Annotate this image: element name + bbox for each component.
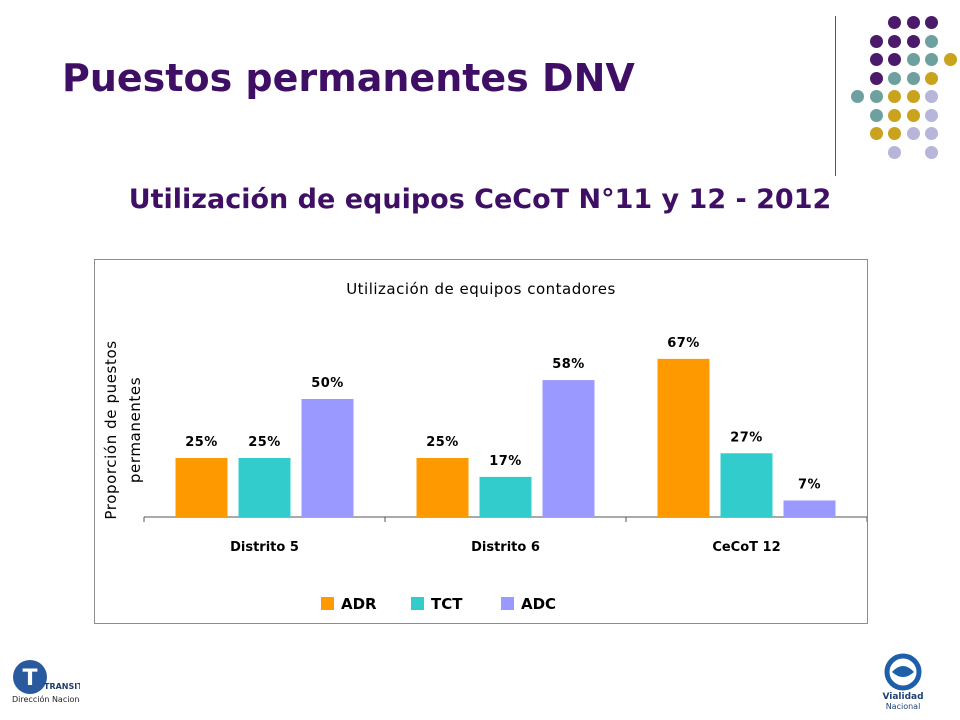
plot-area: 25% 25% 50% Distrito 5 25% 17% 58% Distrito 6 67… bbox=[143, 336, 867, 555]
bar-adr bbox=[175, 458, 228, 517]
decorative-dot bbox=[906, 53, 920, 66]
bar-tct bbox=[720, 453, 773, 517]
transito-logo-mark: T bbox=[22, 666, 37, 691]
bar-tct bbox=[479, 476, 532, 517]
decorative-dot bbox=[851, 90, 864, 103]
legend-swatch-adc bbox=[501, 597, 514, 610]
decorative-dot bbox=[925, 53, 938, 66]
slide-subtitle: Utilización de equipos CeCoT N°11 y 12 -… bbox=[128, 184, 832, 215]
bar-tct bbox=[238, 458, 291, 517]
decorative-dot bbox=[906, 127, 920, 140]
decorative-divider bbox=[835, 16, 836, 176]
decorative-dot bbox=[906, 90, 920, 103]
data-label: 58% bbox=[552, 357, 585, 372]
decorative-dot bbox=[869, 108, 883, 122]
decorative-dot bbox=[888, 16, 901, 29]
decorative-dot bbox=[869, 34, 883, 48]
decorative-dot bbox=[888, 53, 901, 66]
decorative-dot bbox=[943, 53, 957, 66]
chart-frame: Utilización de equipos contadores Propor… bbox=[94, 259, 868, 624]
vialidad-logo-line-2: Nacional bbox=[886, 702, 921, 711]
x-tick-label: CeCoT 12 bbox=[712, 540, 780, 555]
legend-swatch-adr bbox=[321, 597, 334, 610]
bar-adr bbox=[416, 458, 469, 517]
decorative-dot bbox=[925, 71, 938, 85]
decorative-dot bbox=[869, 71, 883, 85]
bar-adc bbox=[783, 500, 836, 517]
page-title: Puestos permanentes DNV bbox=[62, 56, 635, 100]
decorative-dot bbox=[888, 145, 901, 159]
decorative-dot bbox=[925, 16, 938, 29]
transito-logo-caption: Dirección Nacional de Vialidad bbox=[12, 694, 80, 704]
decorative-dot bbox=[925, 127, 938, 140]
vialidad-nacional-logo: Vialidad Nacional bbox=[882, 653, 924, 711]
x-tick-label: Distrito 5 bbox=[230, 540, 299, 555]
decorative-dot bbox=[888, 127, 901, 140]
decorative-dot bbox=[869, 127, 883, 140]
data-label: 50% bbox=[311, 376, 344, 391]
transito-logo: T TRANSITO Dirección Nacional de Vialida… bbox=[12, 660, 80, 704]
x-tick-label: Distrito 6 bbox=[471, 540, 540, 555]
vialidad-logo-line-1: Vialidad bbox=[882, 692, 923, 702]
decorative-dot bbox=[925, 108, 938, 122]
decorative-dot bbox=[906, 34, 920, 48]
legend-label-adc: ADC bbox=[521, 595, 556, 613]
decorative-dot bbox=[888, 71, 901, 85]
chart-title: Utilización de equipos contadores bbox=[346, 280, 616, 298]
data-label: 25% bbox=[426, 435, 459, 450]
legend-label-adr: ADR bbox=[341, 595, 377, 613]
bar-chart: Utilización de equipos contadores Propor… bbox=[102, 280, 867, 613]
y-axis-label-line-2: permanentes bbox=[126, 377, 144, 483]
decorative-dot bbox=[906, 16, 920, 29]
bar-adr bbox=[657, 358, 710, 517]
decorative-dot bbox=[888, 34, 901, 48]
decorative-dot bbox=[906, 108, 920, 122]
data-label: 25% bbox=[248, 435, 281, 450]
data-label: 7% bbox=[798, 477, 821, 492]
decorative-dot bbox=[869, 90, 883, 103]
data-label: 17% bbox=[489, 454, 522, 469]
decorative-dot bbox=[906, 71, 920, 85]
transito-logo-circle bbox=[13, 660, 47, 694]
decorative-dot bbox=[925, 34, 938, 48]
bar-adc bbox=[301, 399, 354, 517]
decorative-dot bbox=[925, 90, 938, 103]
data-label: 27% bbox=[730, 430, 763, 445]
data-label: 67% bbox=[667, 336, 700, 351]
decorative-dot bbox=[888, 90, 901, 103]
decorative-dot bbox=[869, 53, 883, 66]
vialidad-logo-ring bbox=[884, 653, 922, 691]
y-axis-label: Proporción de puestos permanentes bbox=[102, 340, 144, 519]
legend-label-tct: TCT bbox=[431, 595, 463, 613]
decorative-dot bbox=[925, 145, 938, 159]
data-label: 25% bbox=[185, 435, 218, 450]
decorative-dot bbox=[888, 108, 901, 122]
y-axis-label-line-1: Proporción de puestos bbox=[102, 340, 120, 519]
vialidad-logo-swirl bbox=[892, 666, 914, 677]
legend-swatch-tct bbox=[411, 597, 424, 610]
legend: ADR TCT ADC bbox=[321, 595, 556, 613]
bar-adc bbox=[542, 380, 595, 517]
transito-logo-word: TRANSITO bbox=[44, 682, 80, 691]
